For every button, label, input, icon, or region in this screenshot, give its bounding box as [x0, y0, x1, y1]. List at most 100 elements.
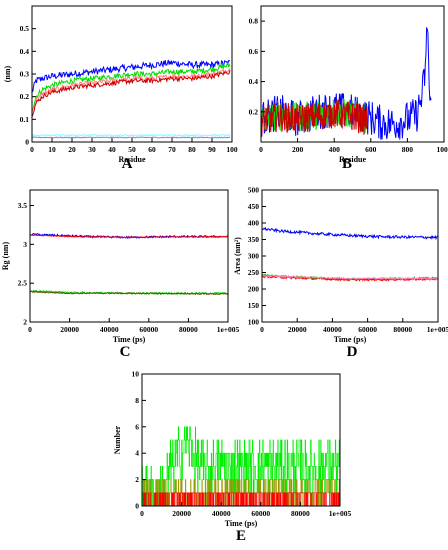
x-tick-label: 60000	[139, 325, 158, 334]
plot-frame	[29, 189, 229, 323]
y-tick-label: 3	[23, 240, 27, 249]
x-tick-label: 200	[292, 145, 304, 154]
y-axis-label: Number	[113, 425, 122, 454]
x-tick-label: 100	[226, 145, 238, 154]
x-tick-label: 60000	[251, 509, 270, 518]
panel-d: 0 20000 40000 60000 80000 1e+005 100 150 200 250 3…	[233, 182, 448, 367]
series-line-d-0	[262, 226, 439, 241]
x-axis-label: Residue	[339, 155, 367, 164]
panel-letter-e: E	[235, 528, 246, 544]
x-tick-label: 80000	[179, 325, 198, 334]
x-tick-label: 0	[28, 325, 32, 334]
y-tick-label: 0.8	[249, 17, 259, 26]
y-tick-label: 200	[248, 285, 260, 294]
plot-frame	[260, 5, 445, 143]
x-tick-label: 60	[148, 145, 156, 154]
panel-letter-b: B	[341, 156, 352, 172]
y-tick-label: 300	[248, 252, 260, 261]
y-tick-label: 2	[135, 475, 139, 484]
x-axis-label: Residue	[118, 155, 146, 164]
x-tick-label: 10	[48, 145, 56, 154]
x-tick-label: 70	[168, 145, 176, 154]
y-tick-label: 0.4	[249, 77, 259, 86]
y-tick-label: 0.6	[249, 47, 259, 56]
y-tick-label: 0.5	[20, 24, 30, 33]
series-line-a-1	[31, 62, 231, 112]
x-tick-label: 30	[88, 145, 96, 154]
y-axis-label: (nm)	[3, 65, 12, 82]
x-tick-label: 80000	[393, 325, 412, 334]
x-tick-label: 0	[260, 325, 264, 334]
series-line-d-3	[261, 274, 439, 280]
x-tick-label: 20000	[288, 325, 307, 334]
chart-a: 0 10 20 30 40 50 60 70 80 90 100 0 0.1 0.2 0.3 0.4 0.5 Re…	[3, 5, 238, 164]
y-tick-label: 0.3	[20, 70, 30, 79]
x-tick-label: 1e+005	[217, 325, 240, 334]
y-tick-label: 500	[248, 186, 260, 195]
x-tick-label: 0	[259, 145, 263, 154]
y-tick-label: 0.2	[20, 92, 30, 101]
y-tick-label: 10	[132, 370, 140, 379]
panel-letter-c: C	[119, 344, 131, 360]
y-tick-label: 3.5	[18, 201, 28, 210]
x-tick-label: 800	[402, 145, 414, 154]
panel-letter-d: D	[346, 344, 358, 360]
y-tick-label: 6	[135, 422, 139, 431]
x-tick-label: 1e+005	[427, 325, 448, 334]
panel-a: 0 10 20 30 40 50 60 70 80 90 100 0 0.1 0.2 0.3 0.4 0.5 Re…	[0, 0, 240, 180]
x-tick-label: 1e+005	[329, 509, 352, 518]
x-tick-label: 50	[128, 145, 136, 154]
series-line-c-3	[29, 290, 229, 296]
panel-e: 0 20000 40000 60000 80000 1e+005 0 2 4 6 8 10 Time (…	[100, 368, 352, 550]
x-tick-label: 0	[140, 509, 144, 518]
y-tick-label: 2.5	[18, 279, 28, 288]
chart-c: 0 20000 40000 60000 80000 1e+005 2 2.5 3 3.5 Time …	[1, 189, 240, 344]
series-line-c-1	[29, 234, 228, 239]
x-tick-label: 90	[208, 145, 216, 154]
x-tick-label: 20000	[60, 325, 79, 334]
y-axis-label: Rg (nm)	[1, 242, 10, 271]
x-tick-label: 20000	[172, 509, 191, 518]
y-tick-label: 450	[248, 202, 260, 211]
series-line-e-0	[142, 426, 341, 507]
y-tick-label: 0	[25, 138, 29, 147]
x-tick-label: 40000	[323, 325, 342, 334]
chart-d: 0 20000 40000 60000 80000 1e+005 100 150 200 250 3…	[233, 186, 448, 345]
chart-e: 0 20000 40000 60000 80000 1e+005 0 2 4 6 8 10 Time (…	[113, 370, 352, 529]
x-axis-label: Time (ps)	[225, 519, 258, 528]
series-line-b-2	[260, 99, 368, 136]
series-line-a-0	[31, 59, 231, 92]
y-tick-label: 100	[248, 318, 260, 327]
series-line-a-3	[31, 70, 231, 118]
series-line-a-5	[31, 136, 231, 139]
panel-letter-a: A	[121, 156, 133, 172]
y-tick-label: 0.2	[249, 107, 259, 116]
y-tick-label: 0.1	[20, 115, 30, 124]
y-tick-label: 250	[248, 268, 260, 277]
x-tick-label: 40	[108, 145, 116, 154]
y-tick-label: 4	[135, 449, 139, 458]
y-tick-label: 0	[135, 502, 139, 511]
y-tick-label: 0.4	[20, 47, 30, 56]
series-line-a-4	[31, 133, 231, 137]
x-tick-label: 400	[329, 145, 341, 154]
x-tick-label: 40000	[100, 325, 119, 334]
y-tick-label: 8	[135, 396, 139, 405]
y-axis-label: Area (nm²)	[233, 237, 242, 275]
y-tick-label: 400	[248, 219, 260, 228]
plot-frame	[261, 189, 439, 323]
y-tick-label: 2	[23, 318, 27, 327]
x-axis-label: Time (ps)	[113, 335, 146, 344]
x-axis-label: Time (ps)	[334, 335, 367, 344]
y-tick-label: 150	[248, 301, 260, 310]
x-tick-label: 20	[68, 145, 76, 154]
x-tick-label: 600	[365, 145, 377, 154]
x-tick-label: 0	[30, 145, 34, 154]
x-tick-label: 60000	[358, 325, 377, 334]
x-tick-label: 40000	[212, 509, 231, 518]
x-tick-label: 80000	[291, 509, 310, 518]
panel-c: 0 20000 40000 60000 80000 1e+005 2 2.5 3 3.5 Time …	[0, 182, 240, 367]
